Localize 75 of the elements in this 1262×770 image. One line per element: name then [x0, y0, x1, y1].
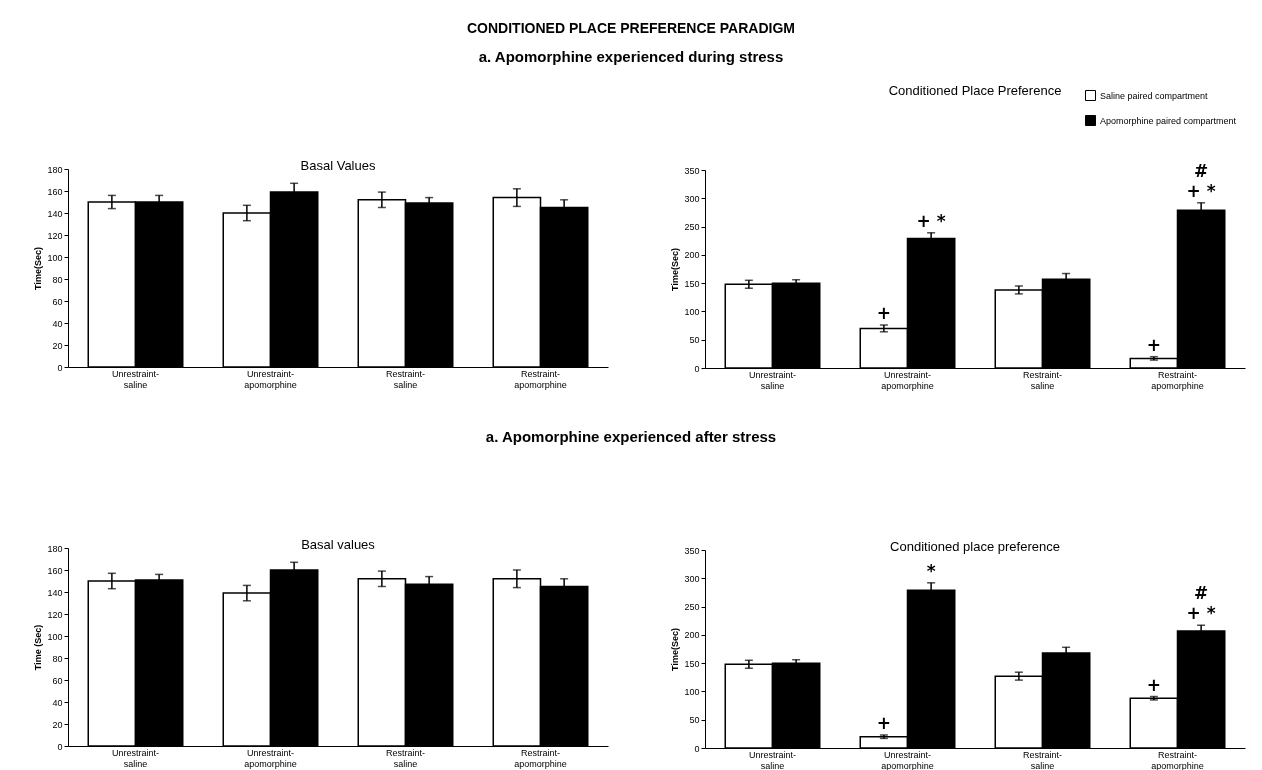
y-tick-label: 160 — [47, 565, 63, 576]
x-tick-label: Restraint- apomorphine — [1151, 369, 1204, 391]
y-tick-label: 300 — [684, 193, 700, 204]
annotation: # — [1194, 160, 1209, 181]
y-tick-label: 100 — [684, 306, 700, 317]
y-tick-label: 40 — [52, 318, 63, 329]
y-tick-label: 80 — [52, 653, 63, 664]
x-tick-label: Unrestraint- saline — [111, 368, 160, 390]
legend-label: Saline paired compartment — [1100, 90, 1209, 101]
y-tick-label: 60 — [52, 296, 63, 307]
y-tick-label: 0 — [57, 741, 63, 752]
y-tick-label: 180 — [47, 164, 63, 175]
chart-title: Basal values — [301, 537, 376, 552]
x-tick-label: Unrestraint- apomorphine — [881, 749, 934, 770]
y-tick-label: 350 — [684, 545, 700, 556]
y-tick-label: 60 — [52, 675, 63, 686]
annotation: * — [926, 560, 936, 581]
y-tick-label: 180 — [47, 543, 63, 554]
y-axis-title: Time(Sec) — [670, 248, 681, 291]
x-tick-label: Restraint- saline — [1022, 369, 1063, 391]
y-tick-label: 40 — [52, 697, 63, 708]
y-tick-label: 200 — [684, 630, 700, 641]
text: a. Apomorphine experienced during stress — [477, 48, 785, 65]
text: a. Apomorphine experienced after stress — [484, 428, 778, 445]
x-tick-label: Unrestraint- apomorphine — [244, 368, 297, 390]
y-tick-label: 50 — [689, 335, 700, 346]
x-tick-label: Unrestraint- saline — [748, 369, 797, 391]
y-tick-label: 0 — [694, 363, 700, 374]
x-tick-label: Unrestraint- apomorphine — [244, 747, 297, 769]
x-tick-label: Restraint- saline — [1022, 749, 1063, 770]
annotation: + — [876, 712, 891, 733]
y-tick-label: 300 — [684, 573, 700, 584]
y-tick-label: 140 — [47, 208, 63, 219]
y-tick-label: 120 — [47, 609, 63, 620]
chart-title: Conditioned place preference — [890, 539, 1060, 554]
x-tick-label: Restraint- apomorphine — [1151, 749, 1204, 770]
annotation: + — [876, 303, 891, 324]
annotation: + * — [1186, 180, 1216, 201]
annotation: + * — [1186, 603, 1216, 624]
y-tick-label: 20 — [52, 340, 63, 351]
y-tick-label: 20 — [52, 719, 63, 730]
y-tick-label: 0 — [57, 362, 63, 373]
x-tick-label: Restraint- apomorphine — [514, 747, 567, 769]
x-tick-label: Unrestraint- saline — [748, 749, 797, 770]
y-tick-label: 140 — [47, 587, 63, 598]
x-tick-label: Unrestraint- saline — [111, 747, 160, 769]
y-tick-label: 160 — [47, 186, 63, 197]
text: CONDITIONED PLACE PREFERENCE PARADIGM — [466, 20, 796, 36]
x-tick-label: Restraint- apomorphine — [514, 368, 567, 390]
y-tick-label: 200 — [684, 250, 700, 261]
y-tick-label: 150 — [684, 658, 700, 669]
y-tick-label: 250 — [684, 222, 700, 233]
y-axis-title: Time(Sec) — [670, 628, 681, 671]
y-tick-label: 80 — [52, 274, 63, 285]
y-tick-label: 50 — [689, 715, 700, 726]
annotation: + — [1146, 334, 1161, 355]
annotation: + * — [916, 210, 946, 231]
y-axis-title: Time (Sec) — [33, 624, 44, 671]
legend-label: Apomorphine paired compartment — [1100, 115, 1237, 126]
chart-title: Conditioned Place Preference — [888, 83, 1062, 98]
y-tick-label: 0 — [694, 743, 700, 754]
y-tick-label: 350 — [684, 165, 700, 176]
annotation: + — [1146, 674, 1161, 695]
chart-title: Basal Values — [300, 158, 376, 173]
x-tick-label: Restraint- saline — [385, 368, 426, 390]
y-tick-label: 100 — [684, 686, 700, 697]
y-tick-label: 120 — [47, 230, 63, 241]
y-tick-label: 250 — [684, 602, 700, 613]
x-tick-label: Restraint- saline — [385, 747, 426, 769]
annotation: # — [1194, 583, 1209, 604]
y-tick-label: 150 — [684, 278, 700, 289]
x-tick-label: Unrestraint- apomorphine — [881, 369, 934, 391]
y-axis-title: Time(Sec) — [33, 247, 44, 290]
y-tick-label: 100 — [47, 252, 63, 263]
y-tick-label: 100 — [47, 631, 63, 642]
